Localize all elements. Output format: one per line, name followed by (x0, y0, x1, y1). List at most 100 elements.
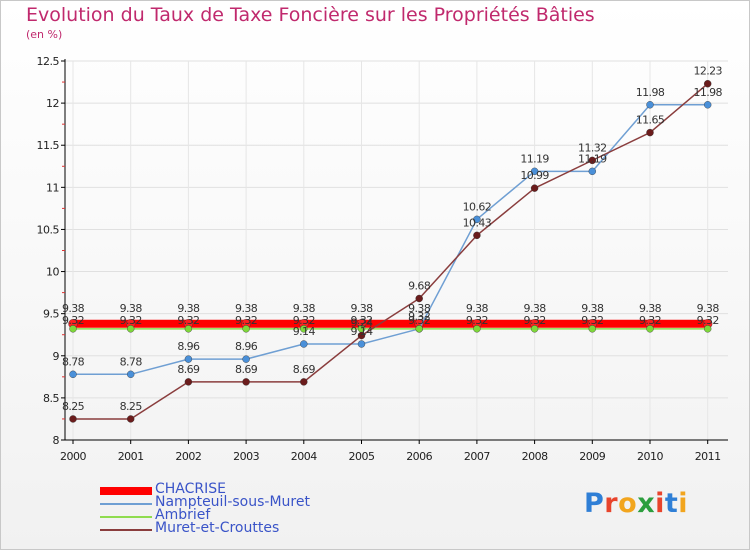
data-label-nampteuil-sous-muret: 9.14 (293, 325, 316, 338)
y-tick-label: 9 (53, 350, 60, 363)
chart-title: Evolution du Taux de Taxe Foncière sur l… (26, 4, 595, 26)
data-label-muret-et-crouttes: 8.69 (293, 363, 316, 376)
data-label-ambrief: 9.32 (293, 314, 315, 327)
data-label-nampteuil-sous-muret: 11.98 (693, 86, 722, 99)
data-point-muret-et-crouttes (646, 128, 654, 137)
data-label-chacrise: 9.38 (235, 302, 258, 315)
y-tick-label: 9.5 (43, 308, 59, 321)
logo-letter: t (664, 488, 679, 519)
data-point-muret-et-crouttes (300, 378, 308, 386)
data-label-ambrief: 9.32 (639, 314, 661, 327)
data-point-muret-et-crouttes (415, 294, 423, 303)
y-tick-label: 11.5 (37, 139, 60, 152)
data-label-chacrise: 9.38 (62, 302, 85, 315)
data-label-ambrief: 9.32 (697, 314, 719, 327)
series-line-muret-et-crouttes (73, 83, 709, 420)
x-tick-label: 2003 (233, 450, 259, 463)
data-point-muret-et-crouttes (588, 156, 596, 165)
data-label-ambrief: 9.32 (581, 314, 603, 327)
data-point-nampteuil-sous-muret (588, 167, 596, 176)
data-point-ambrief (126, 325, 135, 333)
data-label-chacrise: 9.38 (120, 302, 143, 315)
data-point-nampteuil-sous-muret (530, 167, 539, 176)
logo-letter: r (604, 488, 619, 519)
data-label-nampteuil-sous-muret: 8.96 (235, 340, 258, 353)
data-point-ambrief (242, 325, 250, 333)
data-point-muret-et-crouttes (357, 331, 366, 340)
data-label-nampteuil-sous-muret: 11.98 (636, 86, 665, 99)
legend-label-muret: Muret-et-Crouttes (155, 520, 280, 536)
data-label-muret-et-crouttes: 8.69 (235, 363, 258, 376)
data-point-ambrief (184, 325, 193, 333)
x-tick-label: 2010 (637, 450, 663, 463)
data-label-ambrief: 9.32 (62, 314, 84, 327)
data-label-chacrise: 9.38 (524, 302, 547, 315)
x-tick-label: 2002 (175, 450, 201, 463)
data-point-nampteuil-sous-muret (646, 101, 654, 109)
data-label-nampteuil-sous-muret: 8.78 (120, 355, 143, 368)
legend-swatch-nampteuil (100, 503, 152, 505)
data-label-ambrief: 9.32 (350, 314, 372, 327)
data-label-chacrise: 9.38 (581, 302, 604, 315)
x-tick-label: 2006 (406, 450, 432, 463)
legend-swatch-chacrise (100, 487, 152, 495)
x-tick-label: 2004 (291, 450, 317, 463)
data-point-muret-et-crouttes (242, 378, 250, 386)
data-label-muret-et-crouttes: 9.68 (408, 280, 431, 293)
data-point-muret-et-crouttes (473, 231, 481, 240)
legend-label-nampteuil: Nampteuil-sous-Muret (155, 494, 310, 510)
data-label-ambrief: 9.32 (177, 314, 199, 327)
data-label-ambrief: 9.32 (524, 314, 546, 327)
data-label-muret-et-crouttes: 8.25 (120, 400, 143, 413)
data-point-muret-et-crouttes (69, 415, 77, 423)
data-point-ambrief (704, 325, 712, 333)
data-point-nampteuil-sous-muret (184, 355, 193, 363)
legend-swatch-ambrief (100, 516, 152, 518)
data-label-muret-et-crouttes: 12.23 (693, 65, 722, 78)
data-label-muret-et-crouttes: 11.65 (636, 114, 665, 127)
logo-letter: i (678, 488, 689, 519)
legend-label-chacrise: CHACRISE (155, 481, 226, 497)
x-tick-label: 2009 (579, 450, 605, 463)
y-tick-label: 10 (46, 266, 59, 279)
data-label-chacrise: 9.38 (639, 302, 662, 315)
data-point-muret-et-crouttes (530, 184, 539, 192)
series-line-nampteuil-sous-muret (73, 104, 708, 376)
data-label-nampteuil-sous-muret: 8.96 (177, 340, 200, 353)
data-label-muret-et-crouttes: 10.43 (463, 216, 492, 229)
x-tick-label: 2011 (695, 450, 721, 463)
y-tick-label: 10.5 (37, 223, 60, 236)
x-tick-label: 2007 (464, 450, 490, 463)
data-point-ambrief (646, 325, 654, 333)
data-point-ambrief (473, 325, 481, 333)
y-tick-label: 12.5 (37, 55, 60, 68)
logo-letter: o (618, 488, 638, 519)
data-label-ambrief: 9.32 (466, 314, 488, 327)
data-point-muret-et-crouttes (184, 378, 193, 386)
x-tick-label: 2000 (60, 450, 86, 463)
data-label-chacrise: 9.38 (350, 302, 373, 315)
data-point-nampteuil-sous-muret (242, 355, 250, 363)
y-tick-label: 8 (53, 434, 60, 447)
data-point-ambrief (69, 325, 77, 333)
data-point-nampteuil-sous-muret (473, 215, 481, 224)
logo-letter: i (655, 488, 665, 519)
data-point-nampteuil-sous-muret (69, 370, 77, 379)
data-point-nampteuil-sous-muret (126, 370, 135, 379)
data-label-ambrief: 9.32 (120, 314, 142, 327)
data-point-nampteuil-sous-muret (357, 340, 366, 348)
data-label-nampteuil-sous-muret: 11.19 (578, 152, 607, 165)
logo-letter: P (584, 488, 605, 519)
data-label-chacrise: 9.38 (697, 302, 720, 315)
data-label-nampteuil-sous-muret: 9.14 (350, 325, 373, 338)
y-tick-label: 12 (46, 97, 59, 110)
data-label-muret-et-crouttes: 11.32 (578, 141, 607, 154)
data-label-chacrise: 9.38 (177, 302, 200, 315)
y-tick-label: 11 (46, 181, 59, 194)
data-label-nampteuil-sous-muret: 11.19 (520, 152, 549, 165)
data-label-chacrise: 9.38 (466, 302, 489, 315)
data-label-muret-et-crouttes: 8.25 (62, 400, 85, 413)
x-tick-label: 2008 (522, 450, 548, 463)
data-point-muret-et-crouttes (704, 80, 712, 88)
